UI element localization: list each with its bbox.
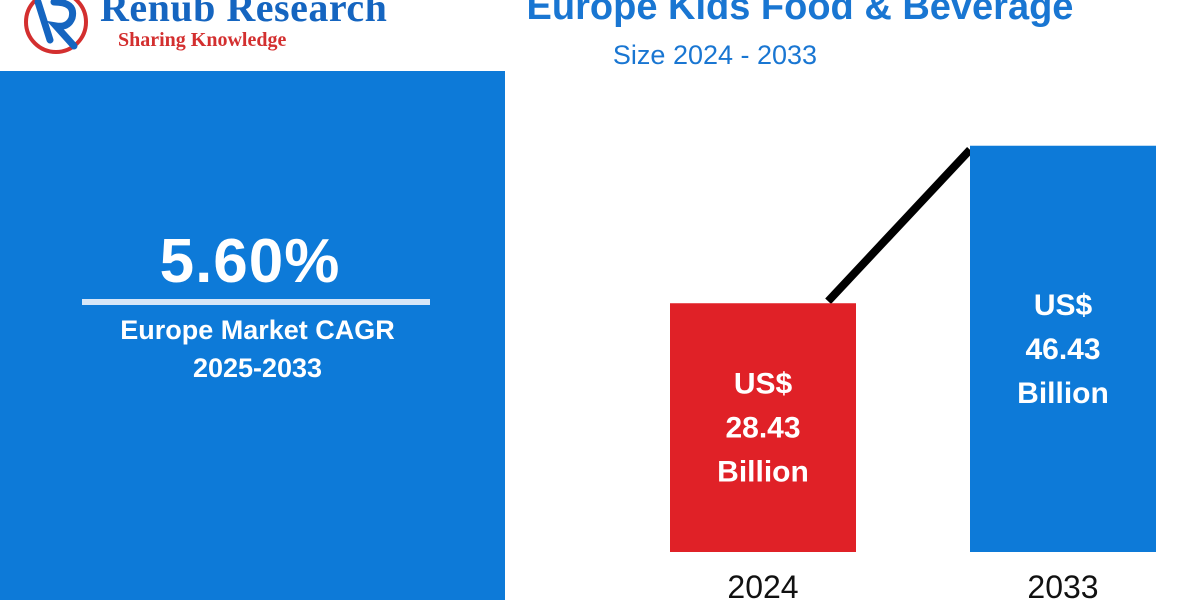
brand-name: Renub Research	[100, 0, 388, 30]
trend-line	[825, 147, 973, 304]
bar-label-2033-2: Billion	[1017, 377, 1109, 410]
cagr-label-line2: 2025-2033	[192, 353, 323, 383]
bar-label-2024-1: 28.43	[725, 412, 800, 445]
chart-subtitle: Size 2024 - 2033	[612, 40, 818, 70]
bar-2024	[670, 303, 856, 552]
cagr-panel: 5.60% Europe Market CAGR 2025-2033	[0, 71, 505, 600]
bar-label-2024-2: Billion	[717, 456, 809, 489]
x-tick-2024: 2024	[727, 569, 798, 600]
brand-logo: Renub Research Sharing Knowledge	[18, 0, 398, 58]
cagr-label-line1: Europe Market CAGR	[120, 315, 395, 345]
cagr-label: Europe Market CAGR 2025-2033	[0, 311, 515, 387]
bar-label-2024-0: US$	[734, 368, 793, 401]
x-tick-2033: 2033	[1027, 569, 1098, 600]
bar-2033	[970, 145, 1156, 553]
cagr-divider	[82, 299, 430, 305]
bar-label-2033-0: US$	[1034, 289, 1093, 322]
logo-mark-icon	[24, 0, 88, 54]
brand-tagline: Sharing Knowledge	[118, 29, 287, 51]
chart-title: Europe Kids Food & Beverage	[526, 0, 1074, 28]
cagr-value: 5.60%	[159, 227, 341, 296]
bar-label-2033-1: 46.43	[1025, 333, 1100, 366]
